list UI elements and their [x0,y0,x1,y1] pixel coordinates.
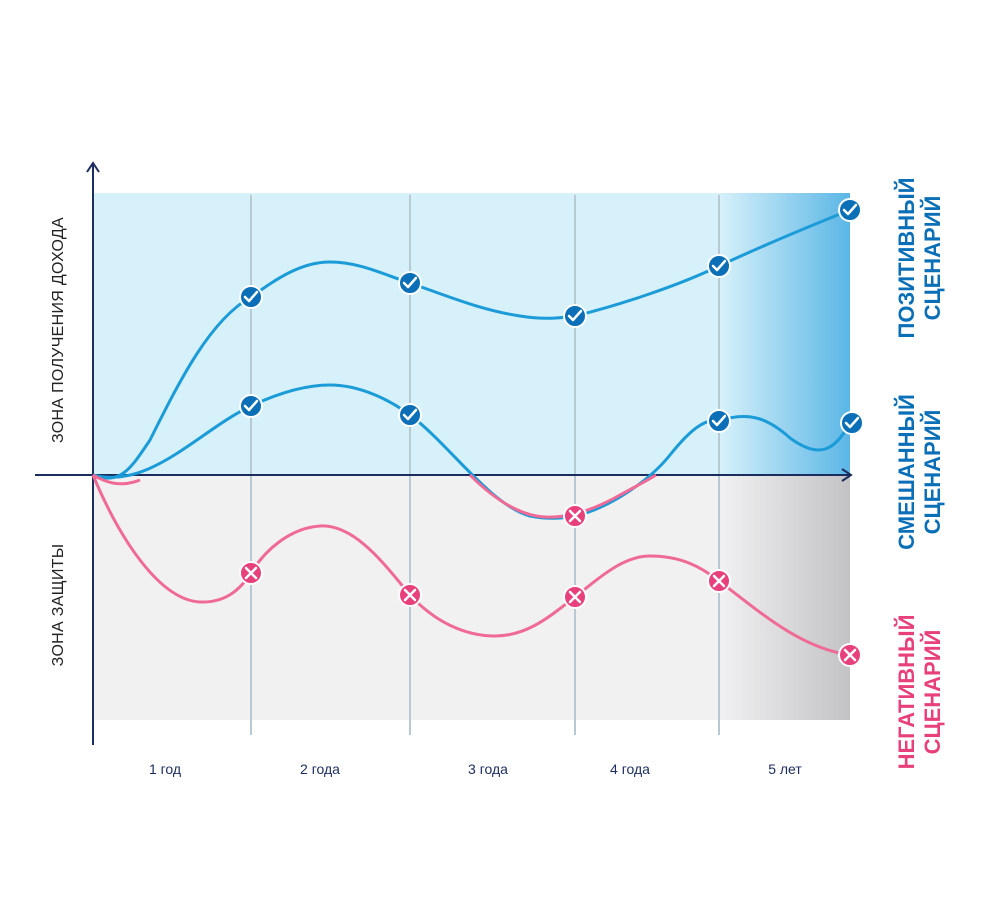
check-marker [398,271,422,295]
mixed-scenario-label: СМЕШАННЫЙ СЦЕНАРИЙ [894,394,945,550]
start-dip [92,473,141,486]
check-marker [707,254,731,278]
protection-zone-label: ЗОНА ЗАЩИТЫ [50,544,67,667]
cross-marker [563,504,587,528]
period-label-3: 3 года [468,761,508,777]
cross-marker [239,561,263,585]
x-axis-arrow [841,468,853,482]
income-zone-label: ЗОНА ПОЛУЧЕНИЯ ДОХОДА [50,217,67,443]
check-marker [840,411,864,435]
y-axis-arrow [86,161,100,173]
cross-marker [838,643,862,667]
period-label-5: 5 лет [768,761,802,777]
mixed-label-line1: СМЕШАННЫЙ [894,394,919,550]
period-labels: 1 год 2 года 3 года 4 года 5 лет [149,761,802,777]
cross-marker [398,583,422,607]
check-marker [707,409,731,433]
check-marker [398,403,422,427]
check-markers [239,198,864,435]
period-label-2: 2 года [300,761,340,777]
positive-label-line2: СЦЕНАРИЙ [920,196,945,321]
check-marker [239,285,263,309]
negative-scenario-line [91,474,851,657]
check-marker [838,198,862,222]
period-label-4: 4 года [610,761,650,777]
mixed-label-line2: СЦЕНАРИЙ [920,410,945,535]
negative-scenario-label: НЕГАТИВНЫЙ СЦЕНАРИЙ [894,615,945,770]
negative-label-line1: НЕГАТИВНЫЙ [894,615,919,770]
period-label-1: 1 год [149,761,181,777]
positive-label-line1: ПОЗИТИВНЫЙ [894,178,919,339]
cross-marker [563,585,587,609]
positive-scenario-label: ПОЗИТИВНЫЙ СЦЕНАРИЙ [894,178,945,339]
cross-markers [239,504,862,667]
negative-label-line2: СЦЕНАРИЙ [920,630,945,755]
check-marker [563,304,587,328]
check-marker [239,394,263,418]
income-zone-gradient [720,193,850,475]
axes [35,161,853,745]
cross-marker [707,569,731,593]
